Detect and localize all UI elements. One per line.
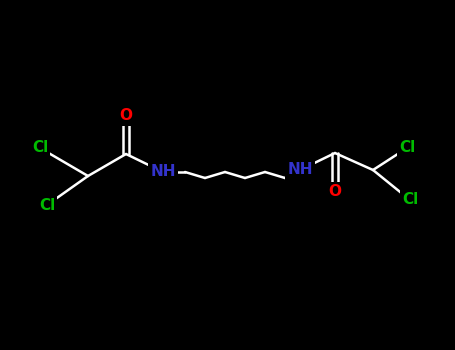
- Text: Cl: Cl: [39, 197, 55, 212]
- Text: Cl: Cl: [32, 140, 48, 155]
- Text: Cl: Cl: [402, 193, 418, 208]
- Text: NH: NH: [287, 162, 313, 177]
- Text: NH: NH: [150, 164, 176, 180]
- Text: Cl: Cl: [399, 140, 415, 155]
- Text: O: O: [329, 184, 342, 200]
- Text: O: O: [120, 108, 132, 124]
